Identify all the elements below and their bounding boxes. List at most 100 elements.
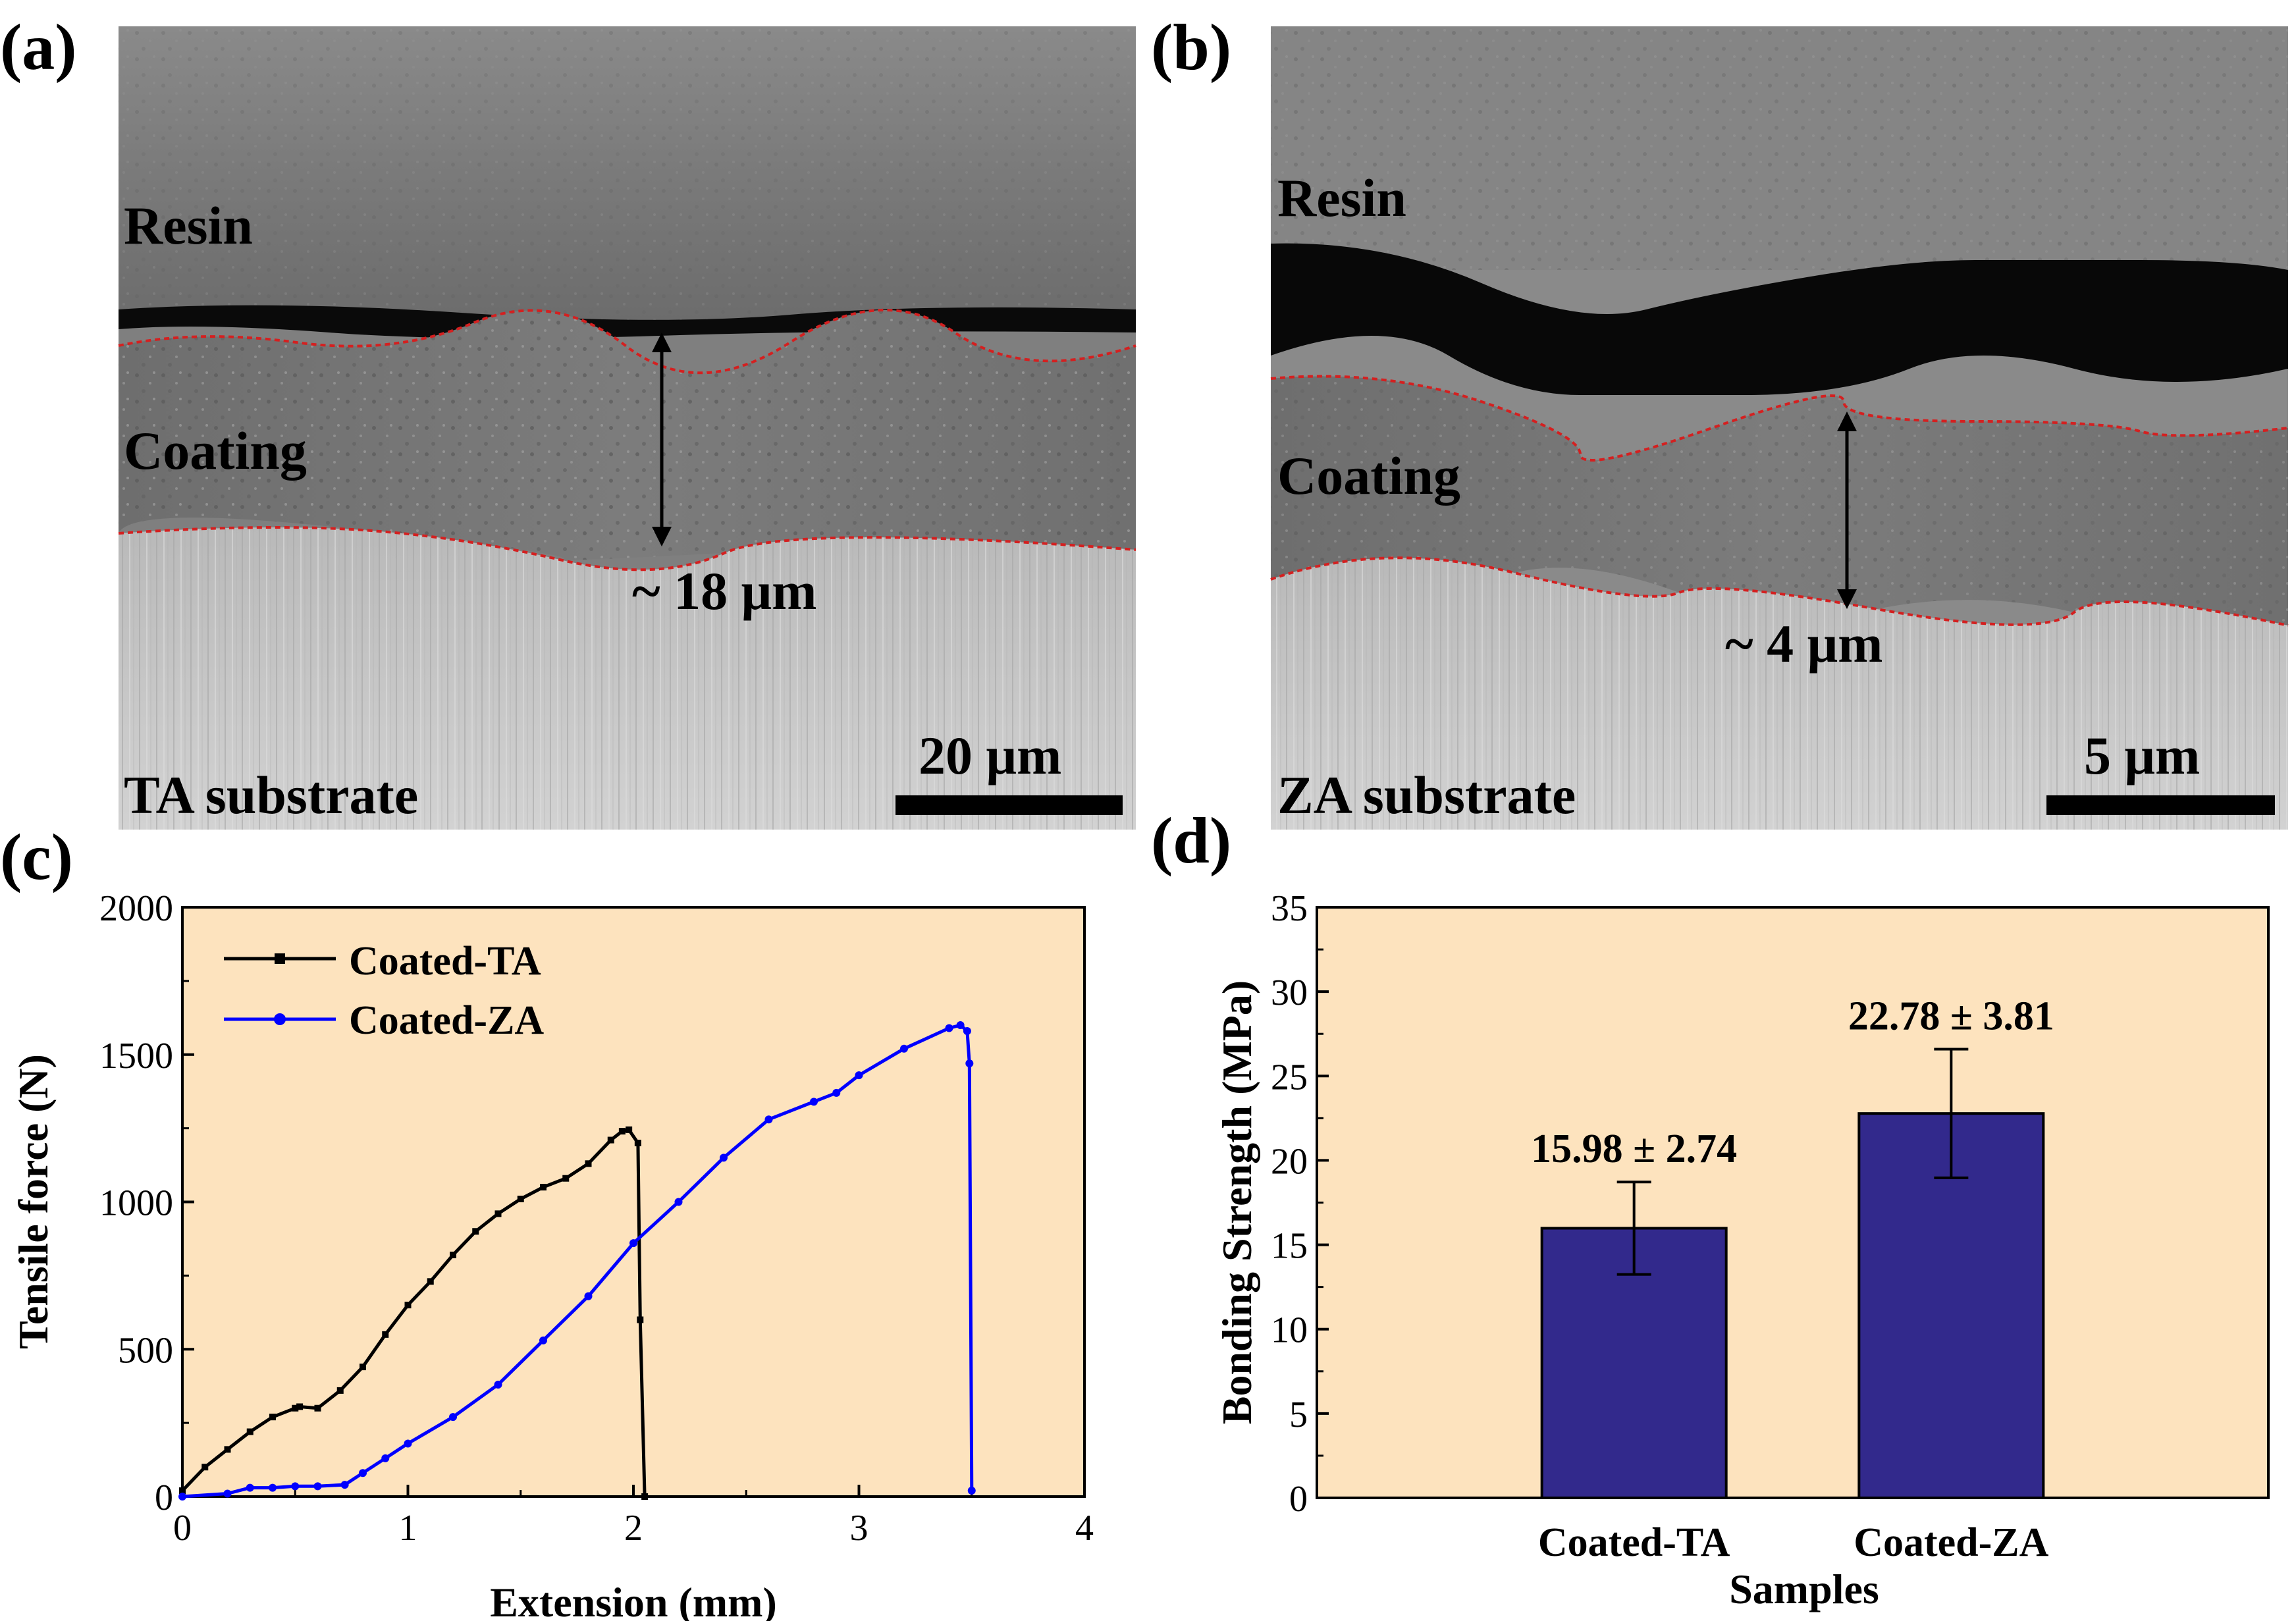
bar-layer-d: 15.98 ± 2.74 22.78 ± 3.81 bbox=[1531, 994, 2054, 1500]
panel-d: (d) 0 5 10 15 20 25 30 35 Coated-TA Coated-ZA 15… bbox=[1151, 804, 2270, 1612]
x-tick-label-c: 0 bbox=[173, 1508, 192, 1549]
data-point-coated-ta bbox=[637, 1316, 644, 1323]
plot-area-d bbox=[1316, 906, 2270, 1499]
data-point-coated-ta bbox=[618, 1128, 626, 1135]
y-tick-label-d: 30 bbox=[1271, 972, 1308, 1013]
data-point-coated-ta bbox=[517, 1196, 524, 1203]
sem-image-a bbox=[118, 26, 1136, 830]
data-point-coated-za bbox=[584, 1292, 593, 1300]
data-point-coated-ta bbox=[201, 1464, 209, 1471]
data-point-coated-za bbox=[956, 1021, 965, 1029]
data-point-coated-za bbox=[810, 1098, 818, 1106]
scale-bar-label-b: 5 μm bbox=[2084, 726, 2200, 785]
y-tick-label-d: 35 bbox=[1271, 888, 1308, 929]
data-point-coated-ta bbox=[269, 1414, 276, 1421]
data-point-coated-ta bbox=[641, 1493, 649, 1500]
series-layer-c bbox=[178, 1021, 976, 1501]
legend-label-za: Coated-ZA bbox=[349, 998, 544, 1043]
y-tick-label-d: 15 bbox=[1271, 1226, 1308, 1267]
panel-label-b: (b) bbox=[1151, 11, 1231, 84]
y-axis-title-d: Bonding Strength (MPa) bbox=[1214, 980, 1260, 1424]
thickness-label-a: ~ 18 μm bbox=[632, 561, 816, 621]
layer-label-coating-b: Coating bbox=[1277, 446, 1460, 506]
data-point-coated-ta bbox=[296, 1403, 304, 1410]
panel-label-c: (c) bbox=[0, 820, 73, 893]
y-tick-label-d: 5 bbox=[1289, 1395, 1308, 1435]
panel-c: (c) 0 500 1000 1500 2000 0 1 2 3 4 Coated-TA Coa… bbox=[0, 820, 1094, 1621]
y-tick-label-c: 1000 bbox=[99, 1183, 173, 1224]
data-point-coated-ta bbox=[585, 1160, 592, 1167]
data-point-coated-za bbox=[629, 1239, 637, 1248]
y-tick-label-c: 1500 bbox=[99, 1036, 173, 1076]
x-axis-title-c: Extension (mm) bbox=[490, 1579, 777, 1621]
data-point-coated-ta bbox=[246, 1428, 254, 1435]
value-label-coated-ta: 15.98 ± 2.74 bbox=[1531, 1127, 1737, 1171]
x-tick-label-c: 4 bbox=[1075, 1508, 1094, 1549]
data-point-coated-ta bbox=[404, 1302, 412, 1309]
data-point-coated-za bbox=[246, 1483, 254, 1492]
data-point-coated-za bbox=[967, 1487, 976, 1495]
x-tick-label-c: 1 bbox=[399, 1508, 417, 1549]
layer-label-resin-a: Resin bbox=[124, 196, 253, 255]
y-axis-d: 0 5 10 15 20 25 30 35 bbox=[1271, 888, 1329, 1520]
layer-label-coating-a: Coating bbox=[124, 421, 307, 481]
data-point-coated-ta bbox=[336, 1387, 344, 1394]
data-point-coated-za bbox=[963, 1026, 971, 1035]
data-point-coated-za bbox=[900, 1044, 908, 1053]
data-point-coated-za bbox=[449, 1413, 457, 1422]
data-point-coated-za bbox=[764, 1115, 773, 1124]
value-label-coated-za: 22.78 ± 3.81 bbox=[1848, 994, 2054, 1039]
data-point-coated-ta bbox=[562, 1175, 570, 1182]
data-point-coated-za bbox=[945, 1024, 953, 1032]
x-tick-label-coated-ta: Coated-TA bbox=[1538, 1520, 1730, 1565]
data-point-coated-za bbox=[855, 1071, 863, 1080]
data-point-coated-ta bbox=[314, 1404, 321, 1412]
sem-image-b bbox=[1270, 26, 2289, 830]
data-point-coated-za bbox=[223, 1489, 232, 1498]
y-tick-label-d: 20 bbox=[1271, 1141, 1308, 1182]
legend-marker-ta bbox=[275, 953, 285, 964]
y-tick-label-d: 10 bbox=[1271, 1310, 1308, 1351]
data-point-coated-za bbox=[404, 1439, 412, 1448]
data-point-coated-za bbox=[539, 1336, 547, 1344]
data-point-coated-ta bbox=[494, 1210, 502, 1217]
y-axis-title-c: Tensile force (N) bbox=[10, 1054, 57, 1349]
data-point-coated-za bbox=[269, 1483, 277, 1492]
layer-label-resin-b: Resin bbox=[1277, 168, 1406, 228]
data-point-coated-za bbox=[494, 1380, 502, 1389]
legend-c: Coated-TA Coated-ZA bbox=[224, 939, 544, 1043]
thickness-label-b: ~ 4 μm bbox=[1725, 614, 1882, 674]
data-point-coated-ta bbox=[382, 1331, 389, 1338]
x-tick-label-c: 2 bbox=[624, 1508, 643, 1549]
x-axis-title-d: Samples bbox=[1729, 1566, 1879, 1612]
data-point-coated-ta bbox=[450, 1252, 456, 1259]
data-point-coated-za bbox=[720, 1154, 728, 1162]
y-axis-c: 0 500 1000 1500 2000 bbox=[99, 888, 194, 1518]
data-point-coated-ta bbox=[292, 1404, 299, 1412]
data-point-coated-za bbox=[178, 1493, 186, 1501]
data-point-coated-ta bbox=[607, 1136, 614, 1144]
data-point-coated-za bbox=[340, 1481, 349, 1489]
panel-label-d: (d) bbox=[1151, 804, 1231, 877]
x-tick-label-coated-za: Coated-ZA bbox=[1854, 1520, 2048, 1565]
data-point-coated-za bbox=[674, 1198, 683, 1206]
data-point-coated-ta bbox=[427, 1278, 434, 1285]
panel-label-a: (a) bbox=[0, 11, 77, 84]
legend-marker-za bbox=[274, 1013, 286, 1025]
panel-a: (a) Resin Coating TA substrate ~ 18 μm 2… bbox=[0, 11, 1136, 830]
scale-bar-label-a: 20 μm bbox=[919, 726, 1061, 785]
data-point-coated-ta bbox=[360, 1364, 366, 1371]
legend-label-ta: Coated-TA bbox=[349, 939, 541, 984]
data-point-coated-za bbox=[313, 1482, 322, 1491]
x-axis-c: 0 1 2 3 4 bbox=[173, 1485, 1094, 1549]
panel-b: (b) Resin Coating ZA substrate ~ 4 μm 5 … bbox=[1151, 11, 2289, 830]
x-tick-label-c: 3 bbox=[850, 1508, 868, 1549]
y-tick-label-c: 500 bbox=[118, 1330, 173, 1371]
data-point-coated-ta bbox=[179, 1487, 186, 1495]
data-point-coated-ta bbox=[634, 1140, 641, 1146]
layer-label-substrate-a: TA substrate bbox=[124, 765, 418, 825]
y-tick-label-d: 25 bbox=[1271, 1057, 1308, 1098]
data-point-coated-za bbox=[381, 1454, 390, 1462]
y-tick-label-c: 0 bbox=[155, 1477, 173, 1518]
